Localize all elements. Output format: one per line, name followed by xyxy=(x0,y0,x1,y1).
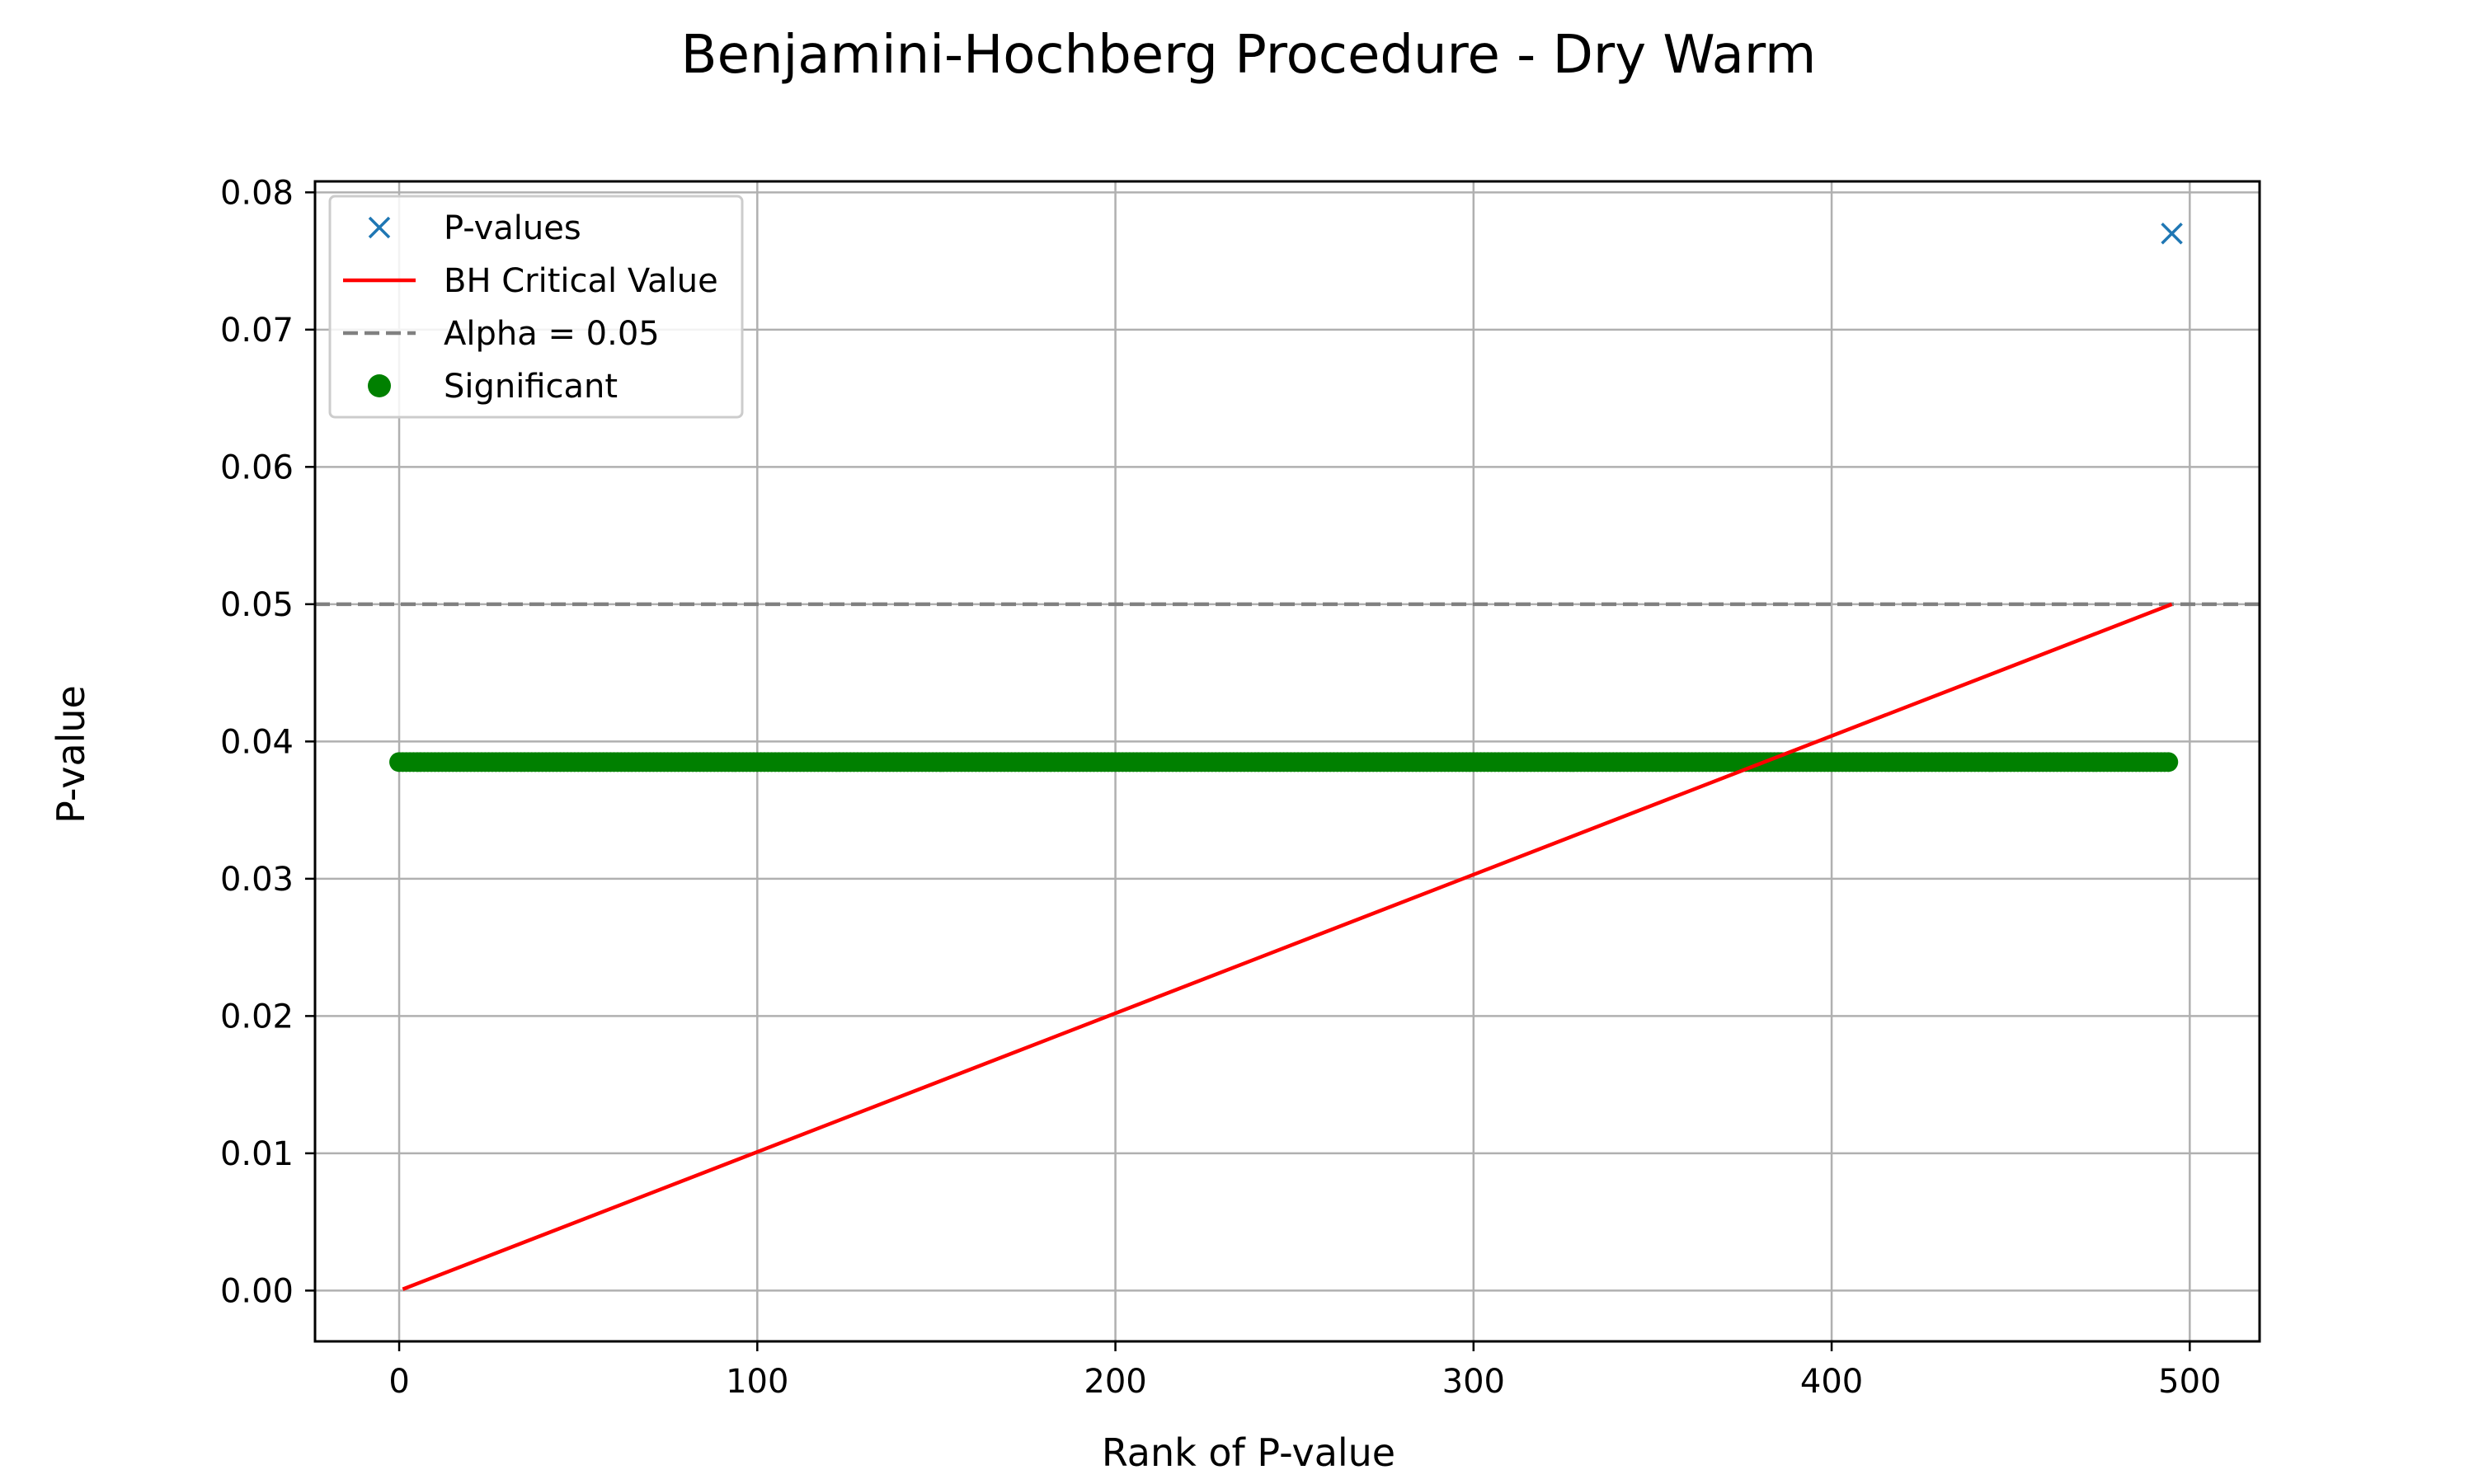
y-tick-label: 0.01 xyxy=(220,1135,294,1173)
legend: P-values BH Critical Value Alpha = 0.05 Sig… xyxy=(328,195,744,419)
legend-entry: Significant xyxy=(368,368,618,406)
axis-ticks: 0 100 200 300 400 500 0.00 0.01 0.02 0.03 0.04 0.05… xyxy=(220,174,2222,1401)
x-tick-label: 100 xyxy=(726,1363,788,1401)
x-tick-label: 0 xyxy=(388,1363,409,1401)
legend-swatch-p-values xyxy=(368,216,391,239)
p-value-marker xyxy=(2161,223,2183,245)
y-tick-label: 0.00 xyxy=(220,1272,294,1310)
significant-points xyxy=(389,752,2179,773)
legend-label: Significant xyxy=(444,368,618,406)
plot-frame xyxy=(313,180,2261,1343)
y-axis-label: P-value xyxy=(49,685,93,824)
p-value-marker-stroke xyxy=(2161,223,2183,245)
series-layer xyxy=(315,223,2260,1291)
bh-critical-line xyxy=(402,602,2173,1291)
x-tick-label: 300 xyxy=(1442,1363,1505,1401)
legend-label: BH Critical Value xyxy=(444,262,718,300)
chart-title: Benjamini-Hochberg Procedure - Dry Warm xyxy=(681,25,1817,86)
legend-label: P-values xyxy=(444,209,581,247)
y-tick-label: 0.07 xyxy=(220,312,294,350)
y-tick-label: 0.06 xyxy=(220,448,294,486)
legend-entry: BH Critical Value xyxy=(343,262,718,300)
y-tick-label: 0.03 xyxy=(220,861,294,899)
x-tick-label: 200 xyxy=(1084,1363,1146,1401)
legend-entry: P-values xyxy=(368,209,581,247)
y-tick-label: 0.08 xyxy=(220,174,294,212)
legend-box xyxy=(328,195,744,419)
legend-label: Alpha = 0.05 xyxy=(444,315,660,353)
y-tick-label: 0.02 xyxy=(220,998,294,1036)
y-tick-label: 0.04 xyxy=(220,723,294,761)
significant-point xyxy=(2158,752,2179,773)
legend-entry: Alpha = 0.05 xyxy=(343,315,660,353)
x-tick-label: 500 xyxy=(2158,1363,2221,1401)
legend-swatch-significant xyxy=(368,374,391,397)
y-tick-label: 0.05 xyxy=(220,586,294,624)
x-axis-label: Rank of P-value xyxy=(1102,1430,1395,1475)
x-tick-label: 400 xyxy=(1800,1363,1863,1401)
